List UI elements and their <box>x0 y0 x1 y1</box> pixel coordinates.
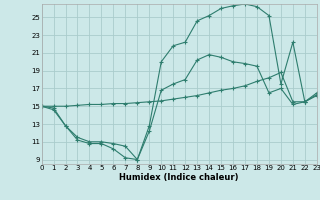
X-axis label: Humidex (Indice chaleur): Humidex (Indice chaleur) <box>119 173 239 182</box>
